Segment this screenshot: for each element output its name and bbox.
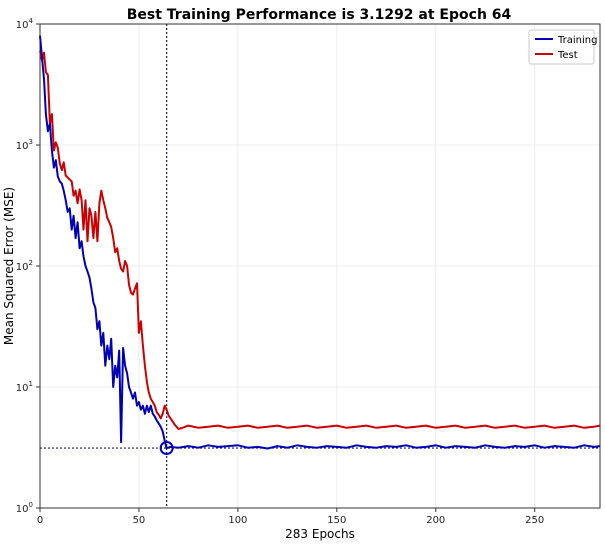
x-axis-label: 283 Epochs xyxy=(285,527,355,541)
x-tick-label: 0 xyxy=(37,515,43,526)
y-tick-label: 104 xyxy=(16,17,34,31)
y-axis-ticks: 100 101 102 103 104 xyxy=(16,17,40,515)
x-tick-label: 150 xyxy=(327,515,346,526)
legend-label-test: Test xyxy=(557,50,578,61)
x-axis-ticks: 0 50 100 150 200 250 xyxy=(37,508,544,526)
x-tick-label: 250 xyxy=(525,515,544,526)
y-tick-label: 100 xyxy=(16,501,33,515)
x-tick-label: 200 xyxy=(426,515,445,526)
series-layer xyxy=(39,35,601,450)
y-tick-label: 102 xyxy=(16,259,33,273)
legend: Training Test xyxy=(528,29,597,65)
y-tick-label: 103 xyxy=(16,138,33,152)
series-line-test xyxy=(39,50,601,430)
y-axis-label: Mean Squared Error (MSE) xyxy=(2,187,16,345)
x-tick-label: 100 xyxy=(228,515,247,526)
y-tick-label: 101 xyxy=(16,380,33,394)
best-performance-marker xyxy=(159,441,174,456)
legend-label-training: Training xyxy=(557,35,597,46)
chart-title: Best Training Performance is 3.1292 at E… xyxy=(127,7,512,23)
x-tick-label: 50 xyxy=(133,515,146,526)
series-line-training xyxy=(39,35,601,450)
